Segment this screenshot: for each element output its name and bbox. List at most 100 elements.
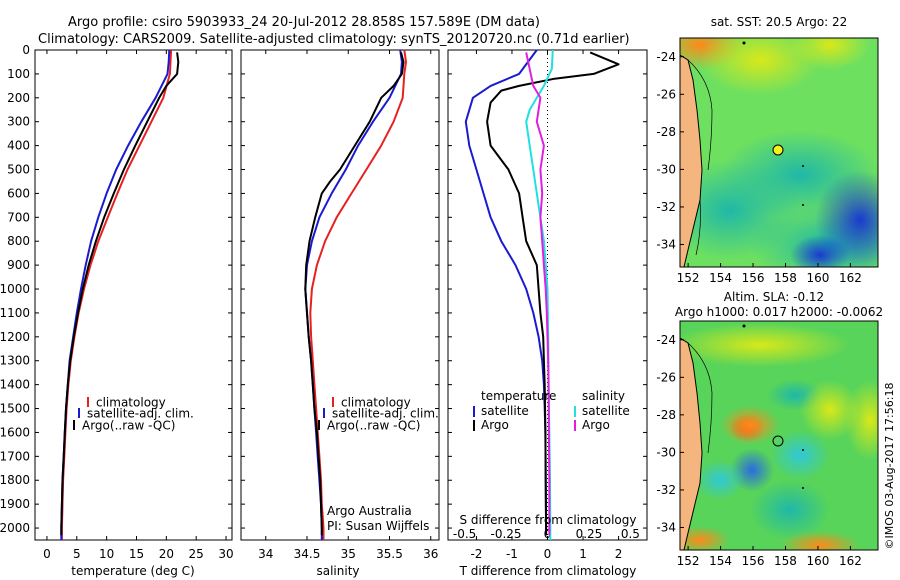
map-x-tick-label: 154: [709, 554, 732, 568]
s-tick-label: -0.25: [491, 527, 522, 541]
legend-s-satellite: satellite: [582, 404, 630, 418]
map-x-tick-label: 160: [806, 554, 829, 568]
legend-satellite: satellite-adj. clim.: [87, 407, 194, 421]
map-y-tick-label: -24: [656, 50, 676, 64]
y-tick-label: 1600: [0, 425, 30, 439]
pi-label: PI: Susan Wijffels: [327, 519, 429, 533]
y-tick-label: 200: [7, 91, 30, 105]
y-tick-label: 2000: [0, 521, 30, 535]
difference-legend: temperature satellite Argo salinity sate…: [473, 389, 630, 432]
map-y-tick-label: -32: [656, 200, 676, 214]
y-tick-label: 1200: [0, 330, 30, 344]
x-tick-label: 20: [159, 547, 174, 561]
y-tick-label: 1400: [0, 378, 30, 392]
x-tick-label: 0: [43, 547, 51, 561]
map-y-tick-label: -34: [656, 237, 676, 251]
legend-climatology: climatology: [341, 396, 411, 410]
series-line-argo-raw-qc: [60, 52, 180, 536]
series-line-t-argo: [486, 51, 620, 536]
y-tick-label: 1700: [0, 449, 30, 463]
legend-salinity-header: salinity: [582, 389, 625, 403]
legend-t-satellite: satellite: [481, 404, 529, 418]
y-tick-label: 500: [7, 163, 30, 177]
y-tick-label: 100: [7, 67, 30, 81]
sst-map-title: sat. SST: 20.5 Argo: 22: [711, 15, 848, 29]
x-tick-label: 10: [99, 547, 114, 561]
map-y-tick-label: -26: [656, 87, 676, 101]
salinity-chart: 34 34.5 35 35.5 36: [241, 49, 439, 561]
argo-australia-label: Argo Australia: [327, 504, 412, 518]
y-tick-label: 1300: [0, 354, 30, 368]
map-x-tick-label: 162: [839, 554, 862, 568]
map-x-tick-label: 152: [677, 271, 700, 285]
temperature-chart: 0 5 10 15 20 25 300100200300400500600700800900…: [0, 43, 234, 561]
temperature-xlabel: temperature (deg C): [71, 564, 194, 578]
s-tick-label: -0.5: [453, 527, 476, 541]
y-tick-label: 1000: [0, 282, 30, 296]
x-tick-label: 30: [218, 547, 233, 561]
temperature-legend: climatology satellite-adj. clim. Argo(..…: [73, 396, 194, 433]
legend-satellite: satellite-adj. clim.: [332, 407, 439, 421]
legend-temperature-header: temperature: [481, 389, 556, 403]
map-x-tick-label: 156: [742, 554, 765, 568]
x-tick-label: -2: [470, 547, 482, 561]
map-y-tick-label: -28: [656, 125, 676, 139]
series-line-climatology: [60, 49, 173, 540]
header-line2: Climatology: CARS2009. Satellite-adjuste…: [38, 32, 630, 47]
map-y-tick-label: -30: [656, 445, 676, 459]
x-tick-label: 35: [341, 547, 356, 561]
map-x-tick-label: 156: [742, 271, 765, 285]
legend-climatology: climatology: [96, 396, 166, 410]
series-line-satellite-adj-clim: [60, 49, 171, 540]
series-line-argo-raw-qc: [304, 52, 405, 536]
difference-xlabel: T difference from climatology: [459, 564, 637, 578]
sst-argo-marker: [772, 144, 784, 156]
map-x-tick-label: 158: [774, 554, 797, 568]
sla-map-field: [680, 321, 878, 550]
salinity-legend: climatology satellite-adj. clim. Argo(..…: [318, 396, 439, 433]
x-tick-label: -1: [506, 547, 518, 561]
y-tick-label: 400: [7, 139, 30, 153]
s-tick-label: 0.5: [621, 527, 640, 541]
series-line-s-argo: [525, 52, 551, 536]
temperature-plot-frame: [34, 49, 233, 541]
difference-xlabel-top: S difference from climatology: [460, 513, 637, 527]
legend-s-argo: Argo: [582, 418, 610, 432]
x-tick-label: 25: [189, 547, 204, 561]
x-tick-label: 35.5: [376, 547, 403, 561]
map-x-tick-label: 154: [709, 271, 732, 285]
sla-map-subtitle: Argo h1000: 0.017 h2000: -0.0062: [675, 305, 883, 319]
y-tick-label: 1900: [0, 497, 30, 511]
map-x-tick-label: 160: [806, 271, 829, 285]
sla-argo-marker: [772, 435, 784, 447]
sst-map-frame: [679, 37, 879, 268]
x-tick-label: 1: [579, 547, 587, 561]
sst-map-field: [680, 38, 878, 267]
map-y-tick-label: -32: [656, 483, 676, 497]
y-tick-label: 900: [7, 258, 30, 272]
x-tick-label: 36: [423, 547, 438, 561]
x-tick-label: 2: [615, 547, 623, 561]
map-x-tick-label: 158: [774, 271, 797, 285]
y-tick-label: 800: [7, 234, 30, 248]
credit-label: ©IMOS 03-Aug-2017 17:56:18: [883, 383, 896, 550]
map-x-tick-label: 152: [677, 554, 700, 568]
legend-argo: Argo(..raw -QC): [82, 419, 175, 433]
map-y-tick-label: -24: [656, 333, 676, 347]
legend-t-argo: Argo: [481, 418, 509, 432]
salinity-plot-frame: [240, 49, 440, 541]
series-line-climatology: [309, 49, 407, 540]
map-y-tick-label: -30: [656, 162, 676, 176]
map-y-tick-label: -34: [656, 520, 676, 534]
y-tick-label: 1100: [0, 306, 30, 320]
x-tick-label: 0: [544, 547, 552, 561]
x-tick-label: 15: [129, 547, 144, 561]
y-tick-label: 1500: [0, 402, 30, 416]
map-x-tick-label: 162: [839, 271, 862, 285]
s-tick-label: 0.25: [576, 527, 603, 541]
sla-map-axes: 152 154 156 158 160 162 -24 -26 -28 -30 -32 -34: [656, 333, 861, 568]
x-tick-label: 34: [258, 547, 273, 561]
x-tick-label: 5: [73, 547, 81, 561]
